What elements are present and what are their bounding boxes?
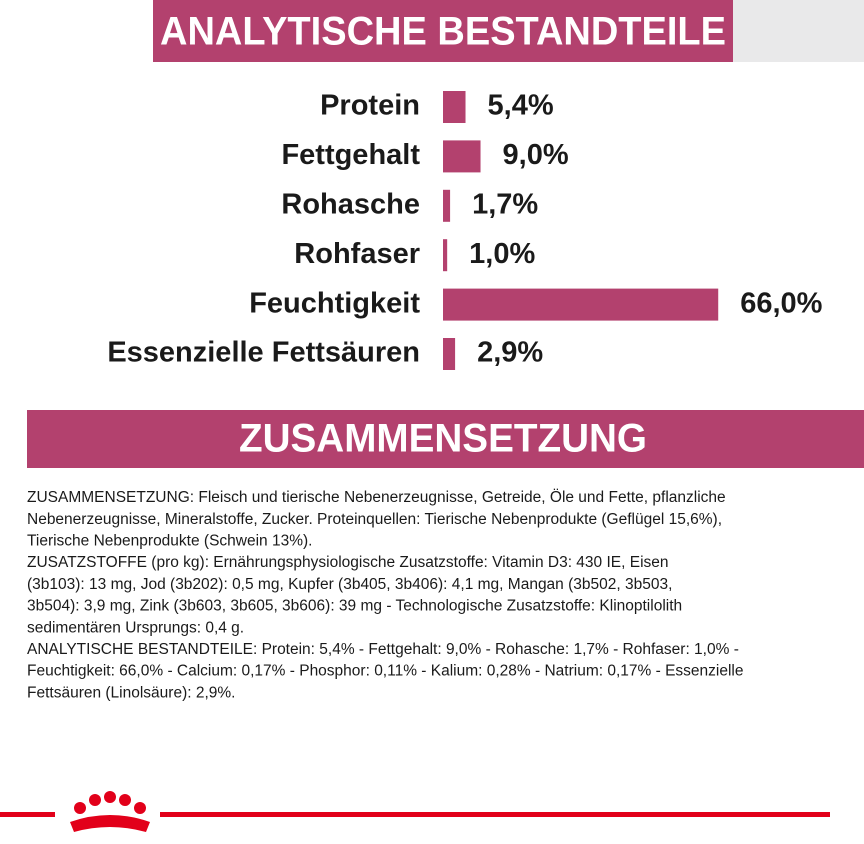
- category-label: Feuchtigkeit: [249, 287, 420, 319]
- value-label: 5,4%: [488, 90, 554, 122]
- bar: [443, 189, 451, 222]
- paragraph-line: ANALYTISCHE BESTANDTEILE: Protein: 5,4% …: [27, 641, 739, 658]
- value-label: 1,0%: [469, 238, 535, 270]
- crown-base: [70, 815, 150, 832]
- crown-dot: [134, 802, 146, 814]
- paragraph-line: 3b504): 3,9 mg, Zink (3b603, 3b605, 3b60…: [27, 598, 682, 615]
- chart-title: ANALYTISCHE BESTANDTEILE: [160, 10, 726, 54]
- crown-dot: [89, 794, 101, 806]
- paragraph-line: Fettsäuren (Linolsäure): 2,9%.: [27, 684, 236, 701]
- category-label: Rohfaser: [294, 238, 420, 270]
- paragraph-line: Nebenerzeugnisse, Mineralstoffe, Zucker.…: [27, 511, 722, 528]
- paragraph-line: sedimentären Ursprungs: 0,4 g.: [27, 619, 244, 636]
- paragraph-line: ZUSAMMENSETZUNG: Fleisch und tierische N…: [27, 488, 726, 506]
- crown-dot: [104, 791, 116, 803]
- value-label: 2,9%: [477, 337, 543, 369]
- crown-dot: [119, 794, 131, 806]
- footer-line: [160, 812, 830, 817]
- header-band: [153, 0, 733, 62]
- value-label: 9,0%: [503, 139, 569, 171]
- section-band: [27, 410, 864, 468]
- composition-text: ZUSAMMENSETZUNG: Fleisch und tierische N…: [27, 488, 743, 701]
- paragraph-line: Feuchtigkeit: 66,0% - Calcium: 0,17% - P…: [27, 663, 743, 680]
- category-label: Fettgehalt: [281, 139, 420, 171]
- category-label: Rohasche: [281, 188, 420, 220]
- value-label: 1,7%: [472, 188, 538, 220]
- bar: [443, 91, 466, 123]
- value-label: 66,0%: [740, 287, 822, 319]
- brand-logo: [0, 791, 830, 832]
- paragraph-line: Tierische Nebenprodukte (Schwein 13%).: [27, 532, 312, 549]
- bar: [443, 338, 456, 370]
- footer-line: [0, 812, 55, 817]
- bar: [443, 239, 448, 272]
- category-label: Essenzielle Fettsäuren: [107, 337, 420, 369]
- paragraph-line: (3b103): 13 mg, Jod (3b202): 0,5 mg, Kup…: [27, 576, 672, 593]
- header-shade: [733, 0, 864, 62]
- paragraph-line: ZUSATZSTOFFE (pro kg): Ernährungsphysiol…: [27, 554, 669, 571]
- bar: [443, 288, 719, 321]
- crown-dot: [74, 802, 86, 814]
- bar: [443, 140, 481, 173]
- section-heading: ZUSAMMENSETZUNG: [239, 417, 647, 461]
- category-label: Protein: [320, 90, 420, 122]
